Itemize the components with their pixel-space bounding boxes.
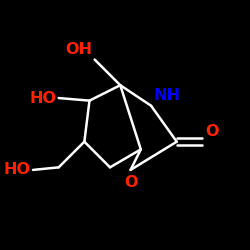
Text: OH: OH (65, 42, 92, 57)
Text: O: O (124, 175, 137, 190)
Text: HO: HO (29, 90, 56, 106)
Text: HO: HO (4, 162, 30, 178)
Text: O: O (205, 124, 218, 139)
Text: NH: NH (154, 88, 181, 103)
